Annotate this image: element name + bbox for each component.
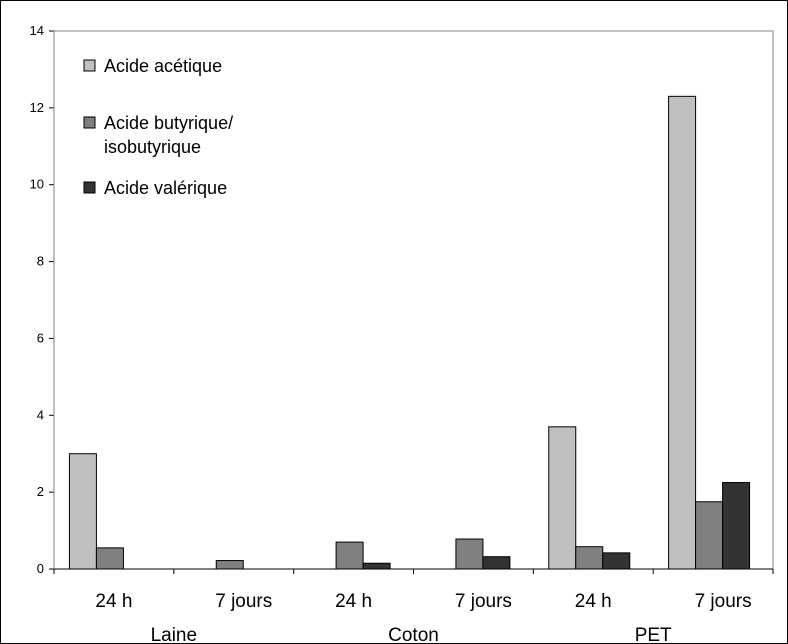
bar [482, 556, 511, 570]
legend-label: isobutyrique [104, 137, 201, 157]
legend: Acide acétique Acide butyrique/isobutyriq… [83, 56, 233, 198]
y-tick-label: 10 [30, 177, 44, 192]
x-category-label: 7 jours [215, 591, 272, 612]
legend-label: Acide valérique [104, 178, 227, 198]
y-tick-label: 2 [37, 484, 44, 499]
x-axis: 24 h 7 jours 24 h 7 jours 24 h 7 jours Laine Co… [53, 568, 774, 644]
y-tick-label: 12 [30, 100, 44, 115]
plot-area [53, 30, 774, 570]
x-group-label: Laine [151, 625, 198, 644]
x-category-label: 24 h [335, 591, 372, 612]
bar [548, 426, 577, 570]
x-category-label: 7 jours [695, 591, 752, 612]
legend-label: Acide acétique [104, 56, 222, 76]
legend-swatch [83, 116, 96, 129]
bar [695, 501, 724, 570]
bar [668, 95, 697, 570]
bar [455, 538, 484, 570]
bar [602, 552, 631, 570]
bar [362, 562, 391, 570]
x-category-label: 7 jours [455, 591, 512, 612]
x-category-label: 24 h [95, 591, 132, 612]
x-group-label: PET [635, 625, 672, 644]
y-axis: 0 2 4 6 8 10 12 14 [30, 23, 55, 576]
y-tick-label: 0 [37, 561, 44, 576]
bar [68, 453, 97, 570]
y-tick-label: 8 [37, 254, 44, 269]
legend-label: Acide butyrique/ [104, 113, 233, 133]
bar [335, 541, 364, 570]
bars [68, 95, 751, 570]
bar [95, 547, 124, 570]
bar [575, 546, 604, 570]
legend-swatch [83, 181, 96, 194]
plot-area-border [53, 30, 774, 570]
x-category-label: 24 h [575, 591, 612, 612]
y-tick-label: 6 [37, 330, 44, 345]
bar [215, 560, 244, 570]
bar [722, 482, 751, 570]
y-tick-label: 14 [30, 23, 44, 38]
legend-swatch [83, 59, 96, 72]
x-group-label: Coton [388, 625, 439, 644]
y-tick-label: 4 [37, 407, 44, 422]
